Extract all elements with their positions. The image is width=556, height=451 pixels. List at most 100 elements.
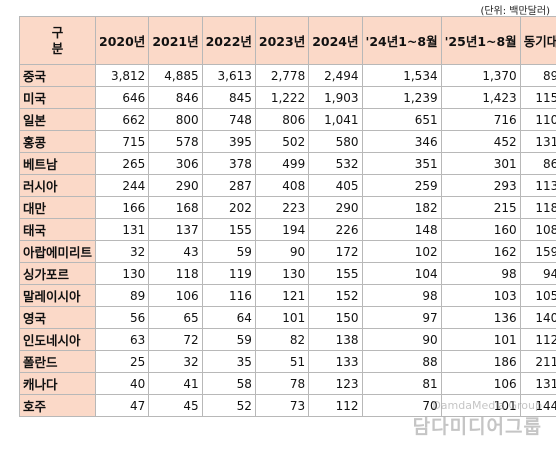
country-name: 태국: [18, 218, 97, 241]
country-name: 싱가포르: [18, 262, 97, 285]
value-cell: 168: [148, 196, 203, 219]
value-cell: 290: [308, 196, 363, 219]
value-cell: 136: [440, 306, 521, 329]
table-row: 러시아244290287408405259293113%: [18, 174, 556, 197]
header-2021: 2021년: [148, 16, 203, 65]
value-cell: 160: [440, 218, 521, 241]
value-cell: 806: [254, 108, 310, 131]
value-cell: 64: [201, 306, 256, 329]
table-row: 태국131137155194226148160108%: [18, 218, 556, 241]
value-cell: 378: [201, 152, 256, 175]
value-cell: 40: [95, 372, 150, 395]
value-cell: 144%: [519, 394, 556, 417]
value-cell: 408: [254, 174, 310, 197]
value-cell: 499: [254, 152, 310, 175]
value-cell: 290: [148, 174, 203, 197]
table-body: 중국3,8124,8853,6132,7782,4941,5341,37089%…: [18, 64, 556, 417]
value-cell: 1,423: [440, 86, 521, 109]
header-row: 구 분 2020년 2021년 2022년 2023년 2024년 '24년1~…: [18, 16, 556, 65]
value-cell: 52: [201, 394, 256, 417]
value-cell: 1,041: [308, 108, 363, 131]
value-cell: 98: [440, 262, 521, 285]
value-cell: 58: [201, 372, 256, 395]
value-cell: 716: [440, 108, 521, 131]
country-name: 일본: [18, 108, 97, 131]
value-cell: 41: [148, 372, 203, 395]
value-cell: 306: [148, 152, 203, 175]
value-cell: 215: [440, 196, 521, 219]
country-name: 홍콩: [18, 130, 97, 153]
value-cell: 105%: [519, 284, 556, 307]
header-corner: 구 분: [18, 16, 97, 65]
country-name: 대만: [18, 196, 97, 219]
value-cell: 59: [201, 328, 256, 351]
value-cell: 63: [95, 328, 150, 351]
value-cell: 202: [201, 196, 256, 219]
value-cell: 101: [440, 328, 521, 351]
value-cell: 106: [440, 372, 521, 395]
value-cell: 3,613: [201, 64, 256, 87]
value-cell: 301: [440, 152, 521, 175]
country-name: 캐나다: [18, 372, 97, 395]
value-cell: 116: [201, 284, 256, 307]
header-25-jan-aug: '25년1~8월: [440, 16, 521, 65]
value-cell: 102: [361, 240, 442, 263]
value-cell: 580: [308, 130, 363, 153]
value-cell: 73: [254, 394, 310, 417]
value-cell: 90: [254, 240, 310, 263]
value-cell: 56: [95, 306, 150, 329]
value-cell: 2,778: [254, 64, 310, 87]
value-cell: 101: [254, 306, 310, 329]
value-cell: 115%: [519, 86, 556, 109]
table-row: 캐나다4041587812381106131%: [18, 372, 556, 395]
value-cell: 103: [440, 284, 521, 307]
value-cell: 405: [308, 174, 363, 197]
value-cell: 47: [95, 394, 150, 417]
value-cell: 2,494: [308, 64, 363, 87]
value-cell: 130: [95, 262, 150, 285]
value-cell: 123: [308, 372, 363, 395]
value-cell: 59: [201, 240, 256, 263]
value-cell: 133: [308, 350, 363, 373]
value-cell: 32: [148, 350, 203, 373]
value-cell: 186: [440, 350, 521, 373]
header-24-jan-aug: '24년1~8월: [361, 16, 442, 65]
value-cell: 81: [361, 372, 442, 395]
value-cell: 287: [201, 174, 256, 197]
value-cell: 452: [440, 130, 521, 153]
country-name: 미국: [18, 86, 97, 109]
value-cell: 150: [308, 306, 363, 329]
header-2023: 2023년: [254, 16, 310, 65]
value-cell: 1,370: [440, 64, 521, 87]
value-cell: 172: [308, 240, 363, 263]
value-cell: 72: [148, 328, 203, 351]
value-cell: 25: [95, 350, 150, 373]
value-cell: 89: [95, 284, 150, 307]
value-cell: 113%: [519, 174, 556, 197]
header-yoy: 동기대비: [519, 16, 556, 65]
table-header: 구 분 2020년 2021년 2022년 2023년 2024년 '24년1~…: [18, 16, 556, 65]
value-cell: 131: [95, 218, 150, 241]
export-table: 구 분 2020년 2021년 2022년 2023년 2024년 '24년1~…: [18, 16, 556, 417]
unit-note: (단위: 백만달러): [480, 6, 550, 17]
value-cell: 108%: [519, 218, 556, 241]
value-cell: 70: [361, 394, 442, 417]
header-2022: 2022년: [201, 16, 256, 65]
value-cell: 43: [148, 240, 203, 263]
value-cell: 148: [361, 218, 442, 241]
value-cell: 265: [95, 152, 150, 175]
header-2020: 2020년: [95, 16, 150, 65]
value-cell: 118: [148, 262, 203, 285]
value-cell: 748: [201, 108, 256, 131]
value-cell: 140%: [519, 306, 556, 329]
value-cell: 846: [148, 86, 203, 109]
value-cell: 1,222: [254, 86, 310, 109]
value-cell: 182: [361, 196, 442, 219]
value-cell: 89%: [519, 64, 556, 87]
value-cell: 137: [148, 218, 203, 241]
value-cell: 152: [308, 284, 363, 307]
value-cell: 651: [361, 108, 442, 131]
table-row: 베트남26530637849953235130186%: [18, 152, 556, 175]
value-cell: 155: [201, 218, 256, 241]
value-cell: 78: [254, 372, 310, 395]
